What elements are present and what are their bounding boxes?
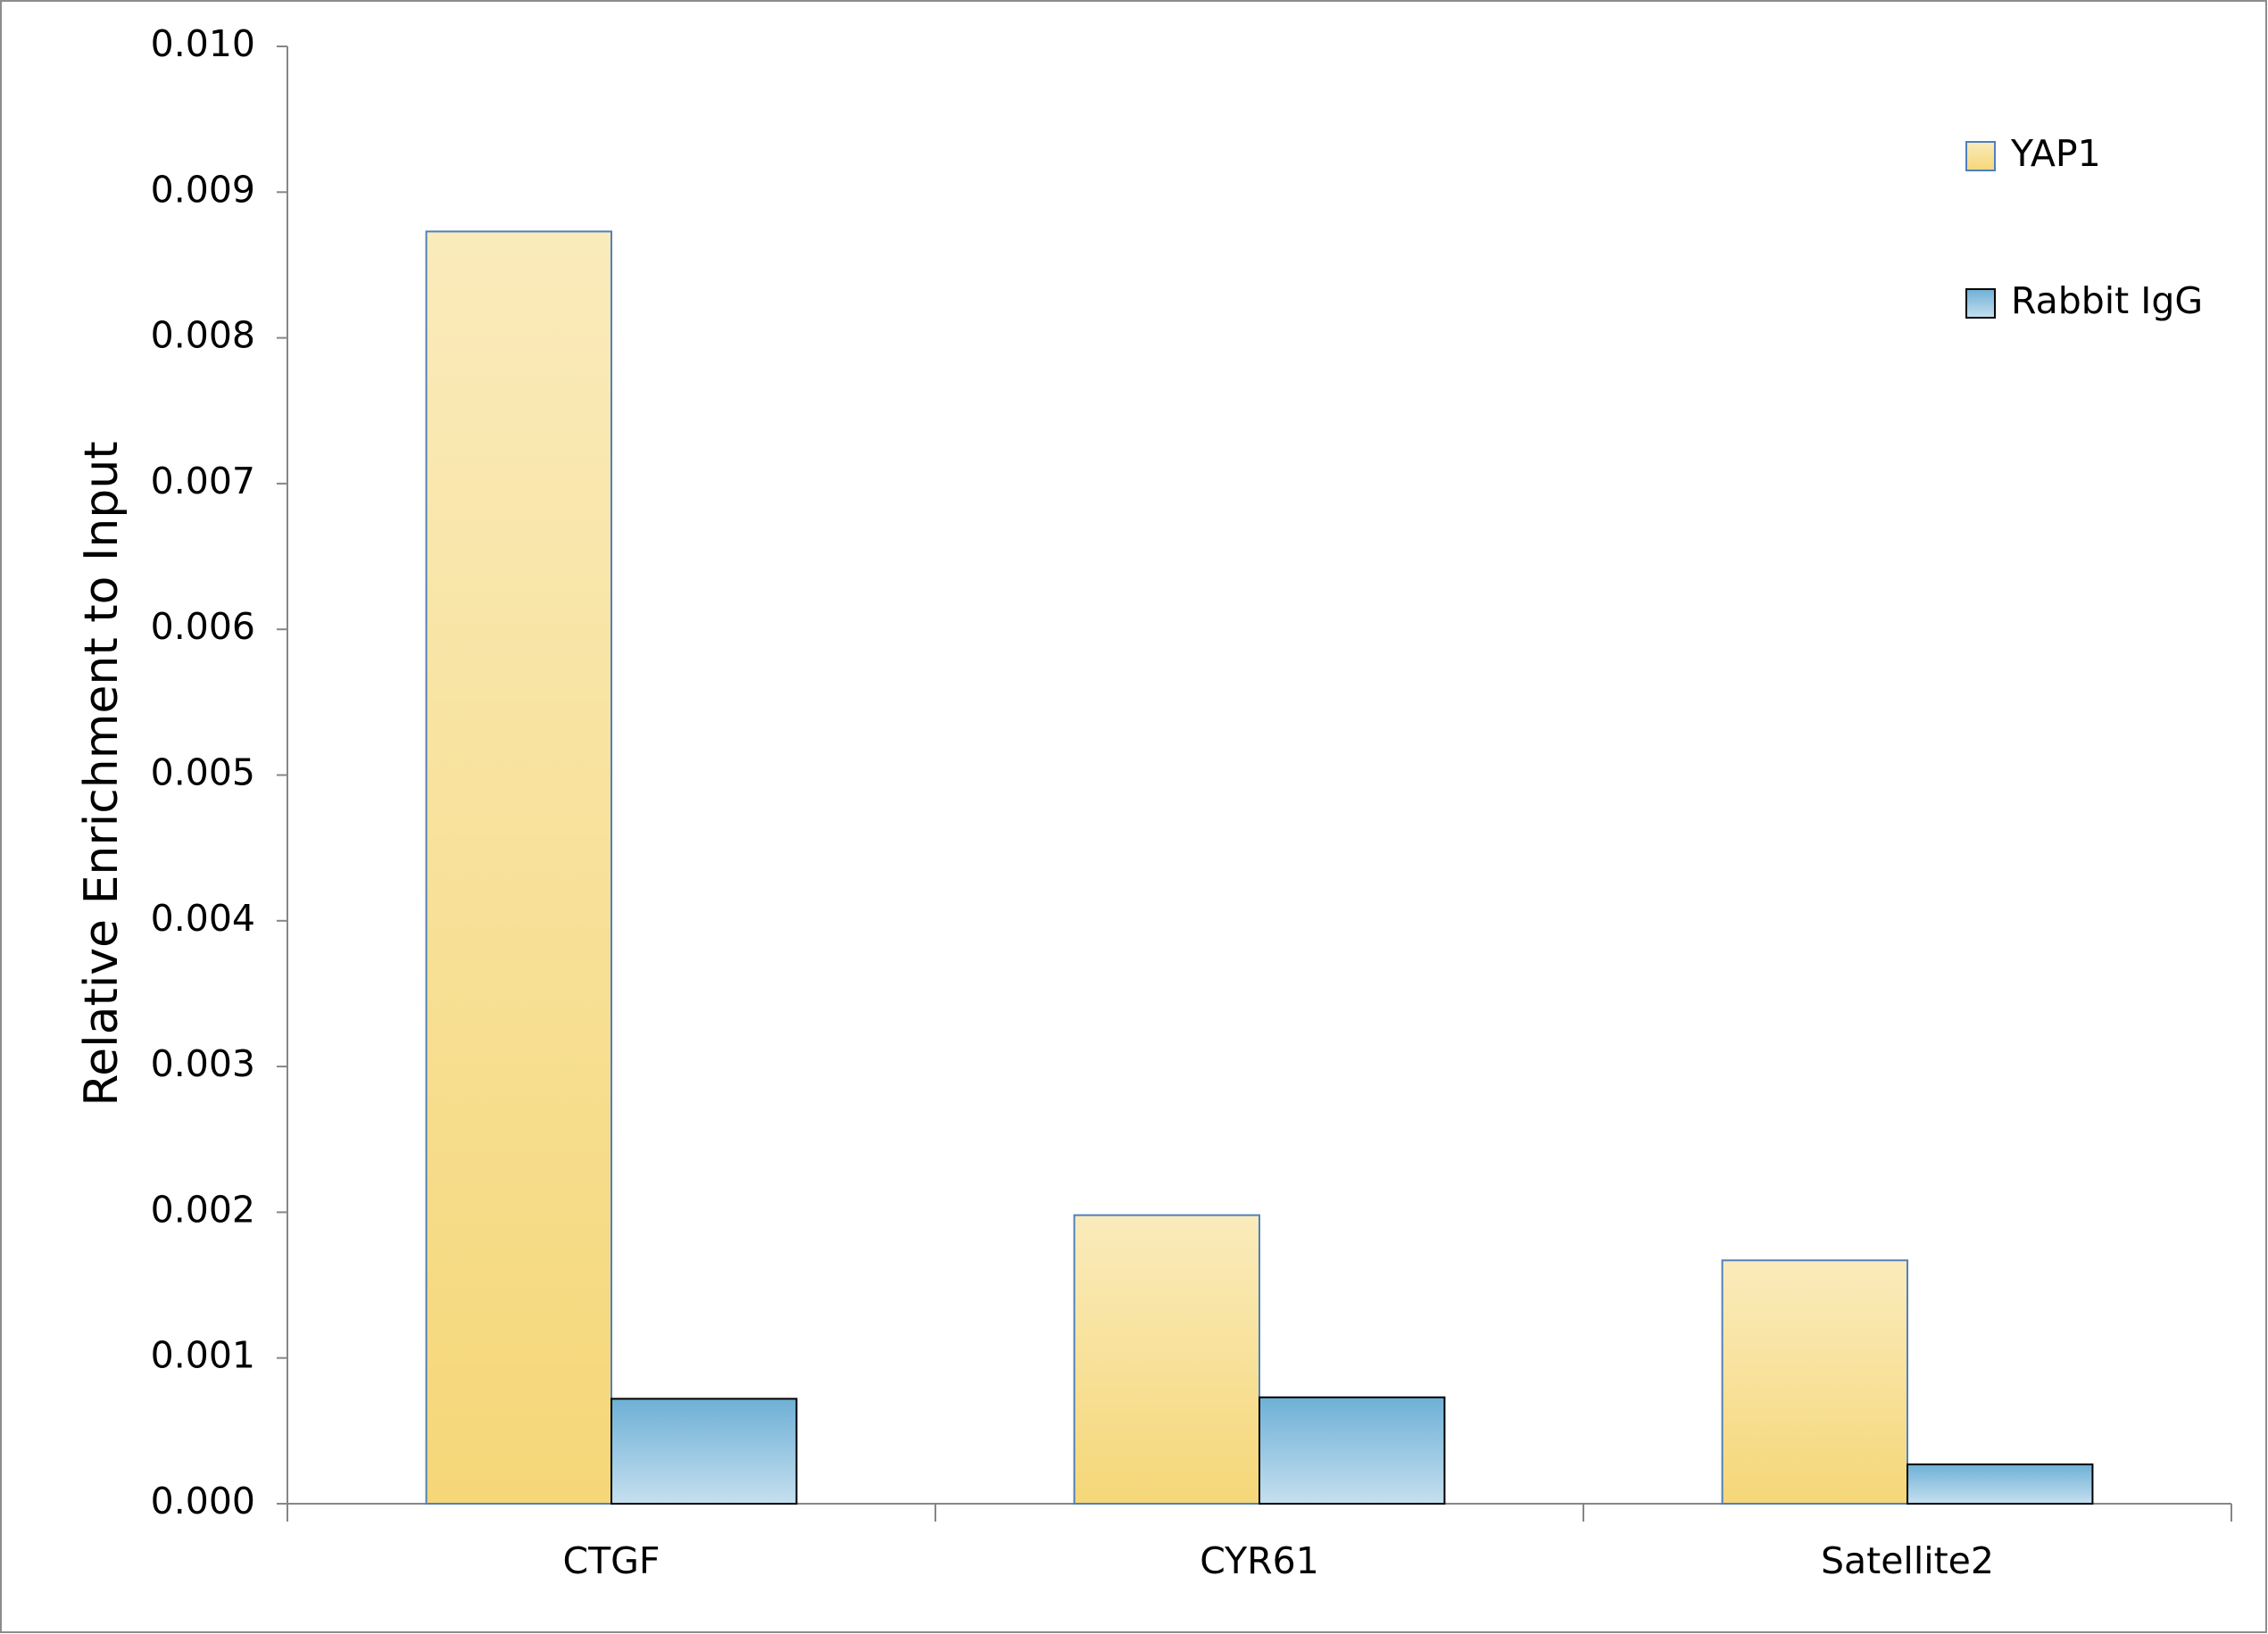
y-tick-label: 0.006 [151,605,255,648]
x-tick-label: CYR61 [1200,1539,1319,1582]
bar [1259,1396,1446,1505]
y-tick-label: 0.007 [151,460,255,502]
bar [1907,1463,2094,1505]
y-tick-label: 0.001 [151,1334,255,1377]
legend-label: YAP1 [2010,132,2101,175]
bar [425,230,612,1505]
y-tick-label: 0.003 [151,1042,255,1085]
legend-swatch [1965,141,1996,171]
legend-label: Rabbit IgG [2011,279,2203,322]
y-tick-label: 0.002 [151,1188,255,1231]
bar [611,1398,798,1505]
x-tick-label: Satellite2 [1821,1539,1994,1582]
y-tick-label: 0.008 [151,314,255,357]
y-axis-title: Relative Enrichment to Input [75,441,129,1106]
y-tick-label: 0.005 [151,751,255,794]
legend-swatch [1965,288,1996,319]
bar [1721,1259,1908,1505]
bar [1073,1214,1260,1505]
x-tick-label: CTGF [562,1539,660,1582]
y-tick-label: 0.000 [151,1480,255,1522]
y-tick-label: 0.004 [151,897,255,940]
y-tick-label: 0.010 [151,22,255,65]
y-tick-label: 0.009 [151,168,255,211]
